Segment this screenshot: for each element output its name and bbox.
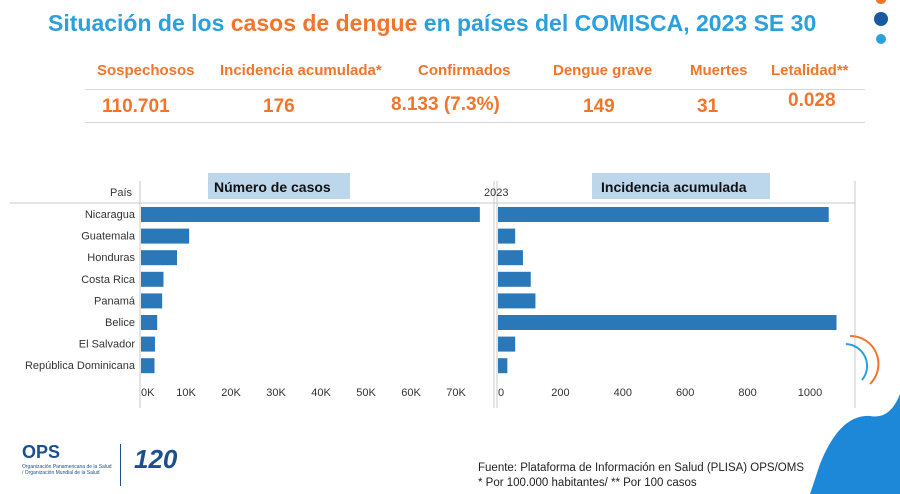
page-title: Situación de los casos de dengue en país… [48,10,816,37]
bar [498,250,523,266]
chart2-title-box [592,173,770,199]
bar [141,293,163,309]
country-column-header: País [110,187,133,199]
x-tick-label: 40K [311,387,331,399]
x-tick-label: 800 [738,387,756,399]
category-label: Honduras [87,252,135,264]
x-tick-label: 60K [401,387,421,399]
category-label: Panamá [94,295,136,307]
x-tick-label: 200 [551,387,569,399]
chart2-title: Incidencia acumulada [601,179,747,195]
kpi-value-dengue-grave: 149 [583,96,615,117]
kpi-label-dengue-grave: Dengue grave [553,62,653,79]
bar [498,336,516,352]
title-part2: casos de dengue [230,10,418,36]
kpi-label-incidencia: Incidencia acumulada* [220,62,382,79]
category-label: El Salvador [79,339,136,351]
x-tick-label: 0 [498,387,504,399]
bar [498,207,829,222]
kpi-value-confirmados: 8.133 (7.3%) [391,94,500,115]
decorative-corner-icon [810,334,900,494]
x-tick-label: 20K [221,387,241,399]
kpi-label-letalidad: Letalidad** [771,62,849,79]
kpi-value-sospechosos: 110.701 [102,96,170,117]
kpi-divider [85,122,865,123]
category-label: Guatemala [81,231,136,243]
source-line1: Fuente: Plataforma de Información en Sal… [478,462,804,474]
bar [141,207,480,222]
bar-charts: País 2023 Número de casos Incidencia acu… [10,173,856,408]
kpi-value-muertes: 31 [697,96,719,117]
bar [498,315,837,330]
kpi-label-muertes: Muertes [690,62,748,79]
bar [141,315,158,330]
x-tick-label: 400 [614,387,632,399]
kpi-label-sospechosos: Sospechosos [97,62,195,79]
bar [141,228,190,244]
source-line2: * Por 100.000 habitantes/ ** Por 100 cas… [478,477,697,489]
bar [141,271,164,287]
bar [141,250,177,266]
bar [141,336,155,352]
title-part1: Situación de los [48,10,231,36]
source-note: Fuente: Plataforma de Información en Sal… [478,461,804,491]
anniversary-logo: 120 [134,444,178,474]
kpi-label-confirmados: Confirmados [418,62,511,79]
category-label: Belice [105,317,135,329]
category-label: República Dominicana [25,360,136,372]
x-tick-label: 30K [266,387,286,399]
x-tick-label: 70K [446,387,466,399]
decorative-dots-icon [872,0,892,50]
bar [498,271,531,287]
kpi-value-letalidad: 0.028 [788,90,836,111]
kpi-value-incidencia: 176 [263,96,295,117]
bar [498,293,536,309]
chart1-title: Número de casos [214,179,331,195]
year-label: 2023 [484,187,508,199]
bar [498,228,516,244]
x-tick-label: 10K [176,387,196,399]
x-tick-label: 0K [141,387,155,399]
x-tick-label: 600 [676,387,694,399]
category-label: Costa Rica [81,274,136,286]
kpi-row: Sospechosos Incidencia acumulada* Confir… [85,58,865,124]
x-tick-label: 1000 [798,387,822,399]
title-part3: en países del COMISCA, 2023 SE 30 [417,10,817,36]
ops-logo: OPS [22,442,61,462]
ops-logo-subtitle: Organización Panamericana de la Salud / … [22,464,112,476]
category-label: Nicaragua [85,209,136,221]
logo-separator [120,444,121,486]
chart1-title-box [208,173,350,199]
bar [141,358,155,374]
kpi-divider [85,89,865,90]
bar [498,358,508,374]
x-tick-label: 50K [356,387,376,399]
